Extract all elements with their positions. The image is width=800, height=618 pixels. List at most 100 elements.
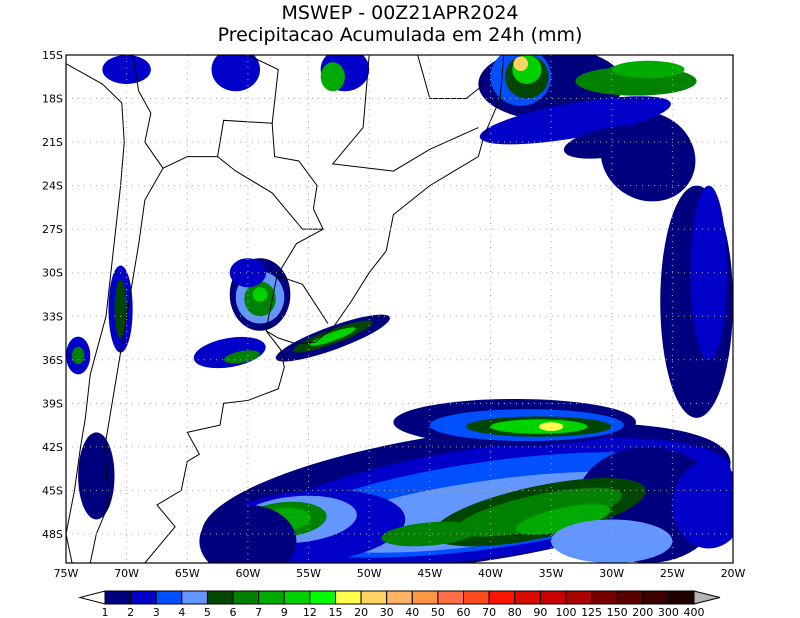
colorbar-swatch — [181, 590, 208, 605]
colorbar-label: 15 — [328, 606, 342, 618]
lon-label: 20W — [721, 567, 746, 580]
coastlines-borders — [66, 55, 505, 563]
precip-cell — [223, 350, 260, 364]
precip-cell — [320, 62, 345, 92]
colorbar-label: 30 — [380, 606, 394, 618]
colorbar-swatch — [104, 590, 132, 605]
colorbar-swatch — [488, 590, 516, 605]
lon-label: 30W — [599, 567, 624, 580]
precip-cell — [102, 55, 151, 85]
map-title: MSWEP - 00Z21APR2024 — [281, 2, 519, 24]
border-line — [265, 275, 278, 331]
lat-label: 39S — [42, 397, 63, 410]
precip-cell — [515, 504, 611, 535]
lat-label: 24S — [42, 180, 63, 193]
colorbar-label: 40 — [405, 606, 419, 618]
border-line — [89, 167, 164, 563]
colorbar-label: 12 — [303, 606, 317, 618]
colorbar-label: 9 — [281, 606, 288, 618]
precip-cell — [479, 96, 671, 145]
lat-label: 21S — [42, 136, 63, 149]
colorbar-label: 20 — [354, 606, 368, 618]
border-line — [66, 63, 125, 563]
axis-labels: 15S 18S 21S 24S 27S 30S 33S 36S 39S 42S 45S 48S 75W 7… — [42, 49, 746, 580]
colorbar-swatch — [591, 590, 618, 605]
colorbar-label: 125 — [581, 606, 602, 618]
lat-label: 33S — [42, 310, 63, 323]
colorbar-swatch — [565, 590, 593, 605]
lat-label: 15S — [42, 49, 63, 62]
colorbar-swatch — [386, 590, 413, 605]
lon-label: 35W — [539, 567, 564, 580]
colorbar-label: 200 — [632, 606, 653, 618]
lon-label: 40W — [478, 567, 503, 580]
border-line — [417, 55, 485, 100]
colorbar-swatch — [334, 590, 362, 605]
colorbar-label: 400 — [684, 606, 705, 618]
precip-cell — [114, 279, 127, 339]
precip-cell — [252, 287, 268, 302]
colorbar-label: 4 — [178, 606, 185, 618]
lat-label: 36S — [42, 354, 63, 367]
border-line — [331, 55, 479, 172]
precip-cell — [309, 327, 356, 346]
map-subtitle: Precipitacao Acumulada em 24h (mm) — [217, 24, 583, 46]
colorbar-swatch — [232, 590, 260, 605]
lat-label: 18S — [42, 93, 63, 106]
colorbar-label: 3 — [153, 606, 160, 618]
lon-label: 45W — [417, 567, 442, 580]
colorbar-label: 7 — [255, 606, 262, 618]
precip-cell — [455, 487, 623, 537]
precip-cell — [199, 504, 297, 563]
colorbar-swatch — [309, 590, 336, 605]
colorbar-swatch — [437, 590, 465, 605]
colorbar-swatch — [616, 590, 644, 605]
border-line — [132, 55, 324, 230]
colorbar-swatch — [411, 590, 439, 605]
precip-cell — [538, 422, 564, 431]
precip-cell — [513, 56, 529, 71]
colorbar-label: 5 — [204, 606, 211, 618]
lon-label: 60W — [235, 567, 260, 580]
lon-label: 70W — [114, 567, 139, 580]
colorbar-label: 50 — [431, 606, 445, 618]
colorbar-label: 300 — [658, 606, 679, 618]
colorbar-label: 70 — [482, 606, 496, 618]
colorbar-under-arrow — [78, 590, 106, 605]
lon-label: 25W — [660, 567, 685, 580]
map-frame — [65, 54, 734, 564]
border-line — [276, 208, 329, 324]
lat-label: 48S — [42, 528, 63, 541]
lon-label: 55W — [296, 567, 321, 580]
precip-cell — [672, 461, 733, 549]
colorbar-swatch — [155, 590, 183, 605]
colorbar-swatch — [514, 590, 541, 605]
colorbar-swatch — [360, 590, 388, 605]
precip-cell — [611, 60, 685, 79]
precip-cell — [563, 125, 660, 159]
colorbar-swatch — [130, 590, 157, 605]
lon-label: 75W — [54, 567, 79, 580]
colorbar-swatch — [463, 590, 490, 605]
precip-cell — [381, 521, 479, 547]
border-line — [271, 123, 318, 209]
colorbar-label: 80 — [508, 606, 522, 618]
lat-label: 30S — [42, 267, 63, 280]
lat-label: 45S — [42, 484, 63, 497]
colorbar-swatch — [206, 590, 234, 605]
lon-label: 50W — [357, 567, 382, 580]
colorbar-swatch — [283, 590, 311, 605]
colorbar-label: 2 — [127, 606, 134, 618]
lat-label: 27S — [42, 223, 63, 236]
lat-label: 42S — [42, 441, 63, 454]
colorbar-swatch — [667, 590, 695, 605]
colorbar: 1 2 3 4 5 6 7 9 12 15 20 30 40 50 60 70 80 90 100 125 150 200… — [78, 590, 721, 618]
precip-cell — [229, 258, 267, 288]
colorbar-label: 150 — [607, 606, 628, 618]
lon-label: 65W — [175, 567, 200, 580]
colorbar-over-arrow — [693, 590, 721, 605]
colorbar-swatch — [539, 590, 567, 605]
colorbar-label: 6 — [230, 606, 237, 618]
colorbar-label: 100 — [555, 606, 576, 618]
